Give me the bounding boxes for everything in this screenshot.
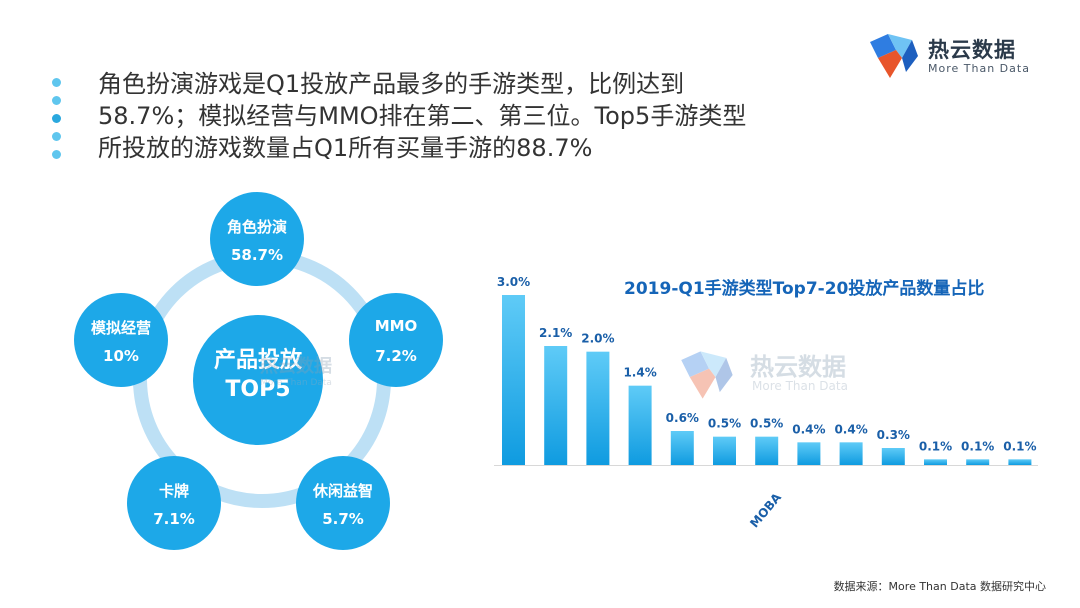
bar-value-label: 0.1%	[919, 439, 952, 453]
category-tick-label: MOBA	[747, 490, 784, 530]
bar-value-label: 2.1%	[539, 326, 572, 340]
brand-logo: 热云数据 More Than Data	[866, 28, 1036, 84]
node-value: 58.7%	[230, 246, 284, 264]
top5-diagram: 产品投放 TOP5 角色扮演 58.7% MMO 7.2% 休闲益智 5.7% …	[60, 192, 460, 552]
bar	[881, 448, 905, 465]
center-circle: 产品投放 TOP5	[193, 315, 323, 445]
bar	[1008, 459, 1032, 465]
node-mmo: MMO 7.2%	[349, 293, 443, 387]
logo-name: 热云数据	[928, 38, 1016, 62]
summary-line-2: 58.7%；模拟经营与MMO排在第二、第三位。Top5手游类型	[98, 102, 747, 130]
node-label: 模拟经营	[90, 319, 151, 337]
bar-value-label: 3.0%	[497, 275, 530, 289]
bar	[755, 436, 779, 465]
bar-chart: 3.0% 2.1% 2.0% 1.4% 0.6% 0.5% 0.5% MOBA 0.4% 0.4%…	[494, 275, 1038, 530]
bar	[502, 295, 525, 465]
center-subtitle: TOP5	[225, 377, 291, 402]
logo-mark-icon	[870, 34, 918, 78]
bullet-dots	[52, 78, 66, 168]
node-value: 7.2%	[375, 347, 417, 365]
node-casual: 休闲益智 5.7%	[296, 456, 390, 550]
bar	[586, 351, 610, 465]
bar	[670, 431, 694, 465]
node-card: 卡牌 7.1%	[127, 456, 221, 550]
node-label: MMO	[374, 317, 418, 335]
bar	[797, 442, 821, 465]
summary-line-1: 角色扮演游戏是Q1投放产品最多的手游类型，比例达到	[98, 70, 685, 98]
center-title: 产品投放	[213, 348, 302, 373]
chart-title: 2019-Q1手游类型Top7-20投放产品数量占比	[624, 279, 985, 299]
logo-tagline: More Than Data	[928, 62, 1030, 75]
bar-value-label: 0.1%	[1003, 439, 1036, 453]
bar-value-label: 0.5%	[708, 417, 741, 431]
bar-value-label: 2.0%	[581, 332, 614, 346]
bar-value-label: 1.4%	[623, 366, 656, 380]
node-rpg: 角色扮演 58.7%	[210, 192, 304, 286]
data-source: 数据来源：More Than Data 数据研究中心	[833, 580, 1046, 593]
bar-value-label: 0.5%	[750, 417, 783, 431]
bar	[966, 459, 990, 465]
bar-value-label: 0.1%	[961, 439, 994, 453]
bar	[544, 346, 568, 465]
bar	[924, 459, 947, 465]
node-value: 5.7%	[322, 510, 364, 528]
bar-value-label: 0.4%	[834, 422, 867, 436]
node-simulation: 模拟经营 10%	[74, 293, 168, 387]
node-value: 10%	[103, 347, 139, 365]
bar	[628, 385, 652, 465]
bar-value-label: 0.3%	[877, 428, 910, 442]
node-label: 角色扮演	[226, 218, 287, 236]
bar-value-label: 0.4%	[792, 422, 825, 436]
summary-line-3: 所投放的游戏数量占Q1所有买量手游的88.7%	[98, 134, 593, 162]
bar	[839, 442, 863, 465]
node-label: 卡牌	[158, 482, 189, 500]
node-label: 休闲益智	[312, 482, 373, 500]
bar-value-label: 0.6%	[666, 411, 699, 425]
bar	[713, 436, 736, 465]
node-value: 7.1%	[153, 510, 195, 528]
